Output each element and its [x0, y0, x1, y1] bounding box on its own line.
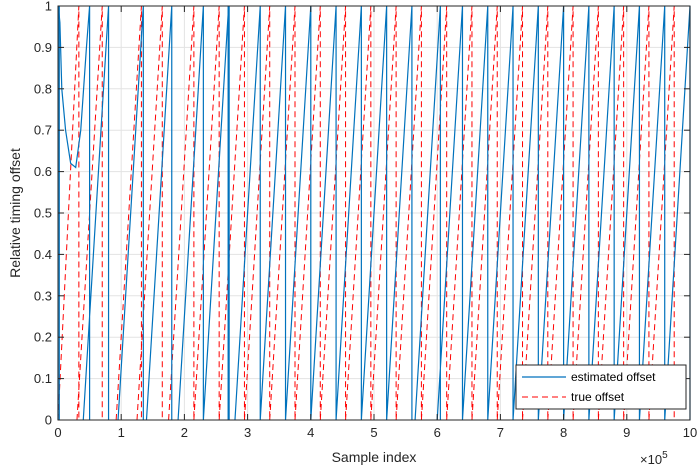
x-tick-label: 0: [54, 425, 61, 440]
x-axis-exponent: ×105: [640, 450, 668, 467]
plot-area: 0 1 2 3 4 5 6 7 8 9 10 0 0.1 0.2 0.3 0.4 0.5 0.6 0.7 0.8 0.9…: [34, 0, 697, 440]
y-tick-label: 0.3: [34, 288, 52, 303]
y-tick-label: 0.2: [34, 330, 52, 345]
y-tick-label: 0.7: [34, 123, 52, 138]
x-tick-label: 9: [623, 425, 630, 440]
x-tick-label: 5: [370, 425, 377, 440]
x-tick-label: 6: [434, 425, 441, 440]
y-tick-label: 0.8: [34, 81, 52, 96]
legend: estimated offset true offset: [515, 364, 687, 410]
axis-ticks: 0 1 2 3 4 5 6 7 8 9 10 0 0.1 0.2 0.3 0.4 0.5 0.6 0.7 0.8 0.9…: [34, 0, 697, 440]
y-axis-label: Relative timing offset: [7, 148, 23, 278]
y-tick-label: 0.6: [34, 164, 52, 179]
x-tick-label: 8: [560, 425, 567, 440]
x-tick-label: 4: [307, 425, 314, 440]
y-tick-label: 0: [45, 413, 52, 428]
x-tick-label: 1: [118, 425, 125, 440]
x-axis-exponent-power: 5: [662, 450, 668, 461]
y-tick-label: 1: [45, 0, 52, 14]
y-tick-label: 0.4: [34, 247, 52, 262]
legend-label-estimated-offset: estimated offset: [571, 370, 656, 384]
x-axis-exponent-base: ×10: [640, 452, 662, 467]
x-axis-label: Sample index: [332, 449, 417, 465]
x-tick-label: 10: [683, 425, 697, 440]
legend-box: [515, 364, 687, 410]
legend-label-true-offset: true offset: [571, 390, 625, 404]
x-tick-label: 2: [181, 425, 188, 440]
y-tick-label: 0.1: [34, 371, 52, 386]
x-tick-label: 3: [244, 425, 251, 440]
y-tick-label: 0.5: [34, 206, 52, 221]
y-tick-label: 0.9: [34, 40, 52, 55]
x-tick-label: 7: [497, 425, 504, 440]
